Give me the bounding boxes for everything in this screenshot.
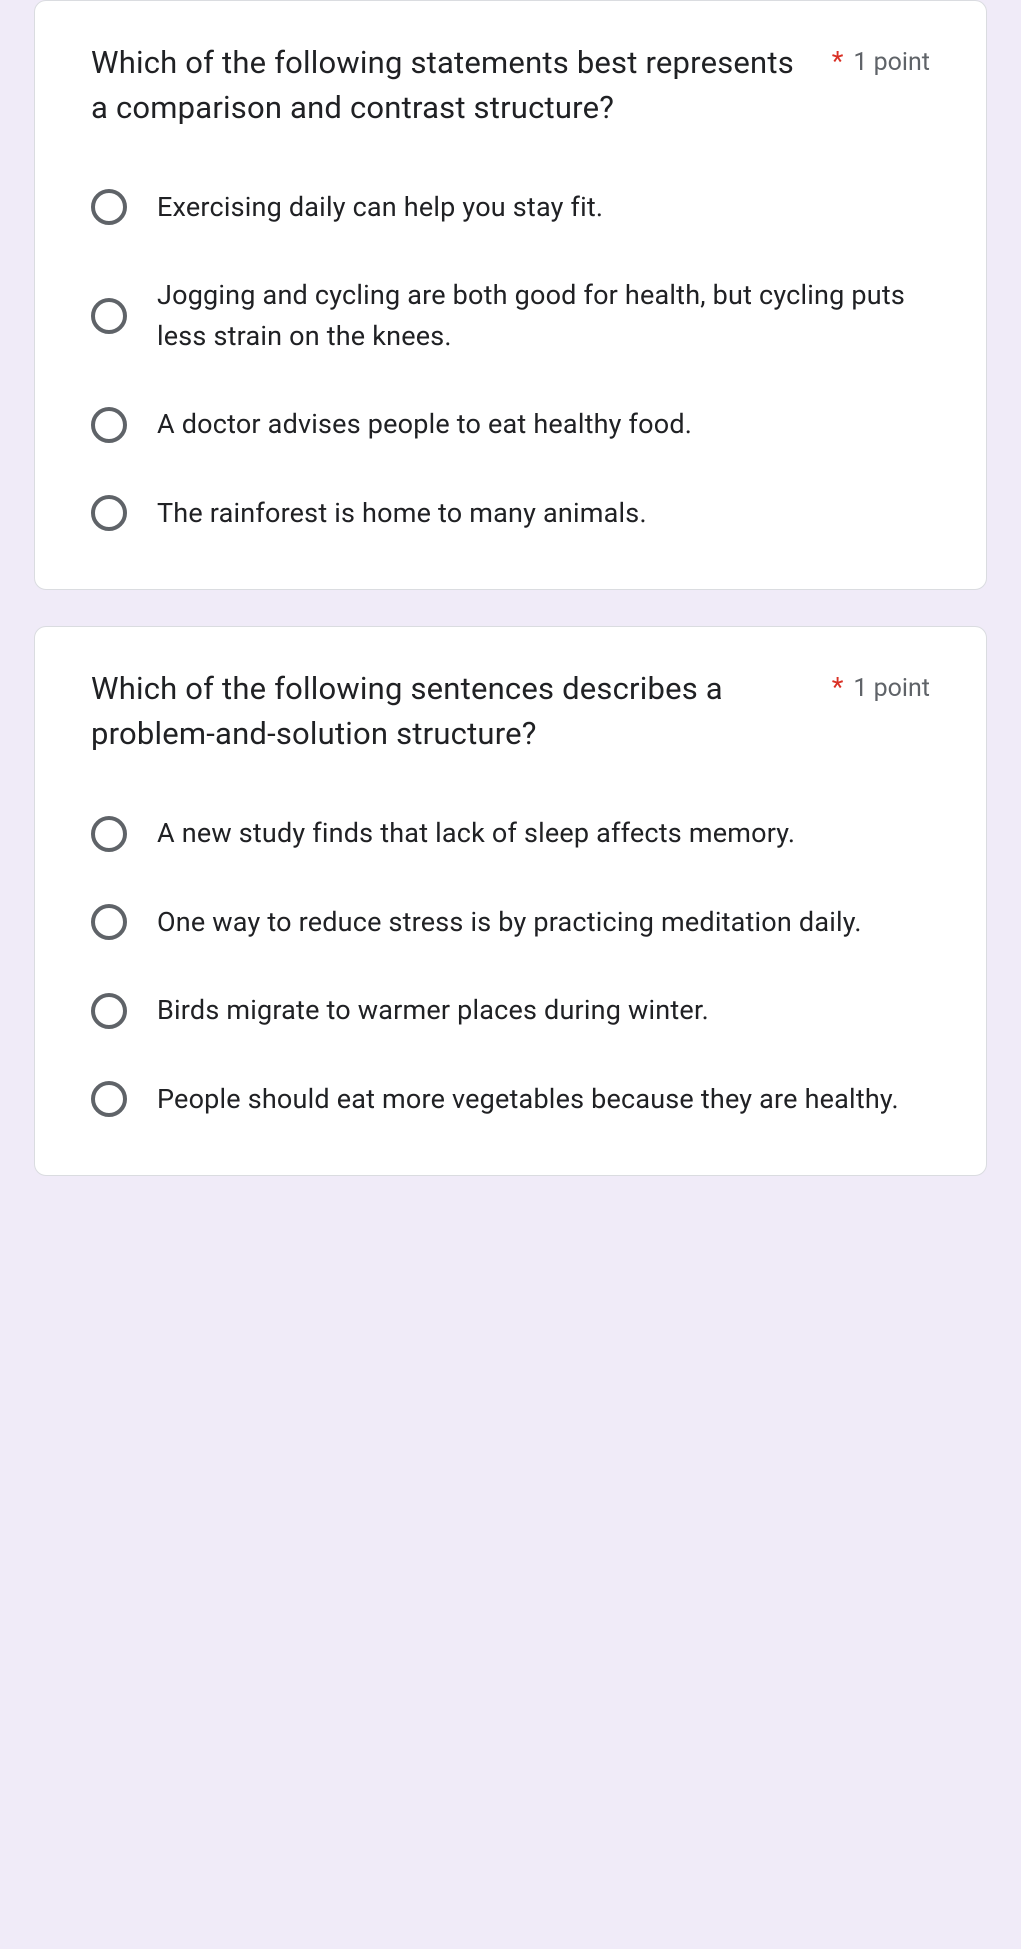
radio-icon bbox=[91, 495, 127, 531]
question-prompt: Which of the following statements best r… bbox=[91, 41, 832, 131]
required-star: * bbox=[832, 671, 844, 703]
option-label: Birds migrate to warmer places during wi… bbox=[157, 990, 709, 1031]
radio-option[interactable]: One way to reduce stress is by practicin… bbox=[91, 902, 930, 943]
required-star: * bbox=[832, 45, 844, 77]
option-label: Jogging and cycling are both good for he… bbox=[157, 275, 930, 356]
question-prompt: Which of the following sentences describ… bbox=[91, 667, 832, 757]
radio-icon bbox=[91, 1081, 127, 1117]
radio-option[interactable]: Jogging and cycling are both good for he… bbox=[91, 275, 930, 356]
radio-option[interactable]: People should eat more vegetables becaus… bbox=[91, 1079, 930, 1120]
options-group: A new study finds that lack of sleep aff… bbox=[91, 813, 930, 1119]
points-label: 1 point bbox=[853, 48, 930, 77]
radio-icon bbox=[91, 189, 127, 225]
radio-icon bbox=[91, 407, 127, 443]
radio-option[interactable]: The rainforest is home to many animals. bbox=[91, 493, 930, 534]
question-card: Which of the following sentences describ… bbox=[34, 626, 987, 1176]
radio-icon bbox=[91, 816, 127, 852]
points-label: 1 point bbox=[853, 674, 930, 703]
radio-option[interactable]: Birds migrate to warmer places during wi… bbox=[91, 990, 930, 1031]
points-wrap: * 1 point bbox=[832, 667, 930, 703]
radio-option[interactable]: A new study finds that lack of sleep aff… bbox=[91, 813, 930, 854]
radio-option[interactable]: A doctor advises people to eat healthy f… bbox=[91, 404, 930, 445]
option-label: A new study finds that lack of sleep aff… bbox=[157, 813, 795, 854]
option-label: The rainforest is home to many animals. bbox=[157, 493, 647, 534]
question-card: Which of the following statements best r… bbox=[34, 0, 987, 590]
radio-icon bbox=[91, 298, 127, 334]
radio-icon bbox=[91, 904, 127, 940]
radio-icon bbox=[91, 993, 127, 1029]
points-wrap: * 1 point bbox=[832, 41, 930, 77]
question-header: Which of the following sentences describ… bbox=[91, 667, 930, 757]
option-label: Exercising daily can help you stay fit. bbox=[157, 187, 603, 228]
option-label: People should eat more vegetables becaus… bbox=[157, 1079, 899, 1120]
option-label: A doctor advises people to eat healthy f… bbox=[157, 404, 692, 445]
option-label: One way to reduce stress is by practicin… bbox=[157, 902, 862, 943]
question-header: Which of the following statements best r… bbox=[91, 41, 930, 131]
options-group: Exercising daily can help you stay fit. … bbox=[91, 187, 930, 534]
radio-option[interactable]: Exercising daily can help you stay fit. bbox=[91, 187, 930, 228]
